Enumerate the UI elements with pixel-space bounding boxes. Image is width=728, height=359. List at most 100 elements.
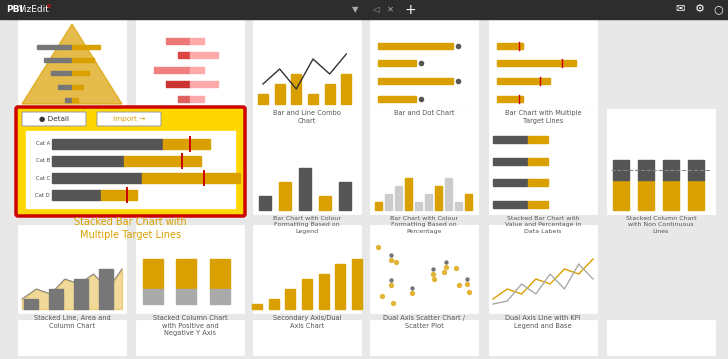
Text: Population Pyramid: Population Pyramid — [40, 110, 104, 116]
Bar — [415, 202, 422, 210]
Bar — [101, 191, 138, 200]
Bar — [395, 186, 402, 210]
Text: ✕: ✕ — [387, 5, 394, 14]
Point — [372, 244, 384, 250]
Bar — [166, 81, 190, 88]
Bar — [291, 74, 301, 104]
Bar — [493, 158, 528, 165]
Bar — [302, 279, 312, 309]
Text: Tornado chart: Tornado chart — [167, 110, 213, 116]
Bar — [489, 109, 597, 214]
Text: Cat D: Cat D — [36, 193, 50, 198]
Bar — [528, 180, 548, 186]
Point — [463, 289, 475, 295]
Bar — [136, 225, 244, 313]
Text: Dual Axis Scatter Chart /
Scatter Plot: Dual Axis Scatter Chart / Scatter Plot — [383, 315, 465, 329]
Bar — [435, 186, 442, 210]
Bar — [638, 160, 654, 180]
Text: Bar Chart with Multiple
Target Lines: Bar Chart with Multiple Target Lines — [505, 110, 582, 124]
Bar — [178, 96, 190, 102]
Bar — [52, 191, 101, 200]
Bar — [497, 78, 550, 84]
Bar — [72, 85, 83, 89]
Bar — [285, 289, 296, 309]
Bar — [72, 45, 100, 49]
Text: Secondary Axis/Dual
Axis Chart: Secondary Axis/Dual Axis Chart — [273, 315, 341, 329]
Bar — [339, 182, 351, 210]
Bar — [299, 168, 311, 210]
Bar — [253, 225, 361, 313]
Point — [462, 281, 473, 287]
Bar — [253, 20, 361, 108]
Text: ○: ○ — [713, 5, 723, 14]
Bar — [613, 160, 629, 180]
Bar — [74, 279, 88, 309]
Bar — [497, 43, 523, 49]
Bar — [425, 194, 432, 210]
Bar — [259, 196, 271, 210]
Point — [462, 276, 473, 282]
Bar — [370, 20, 478, 108]
Bar — [688, 180, 704, 210]
Text: Stacked Line, Area and
Column Chart: Stacked Line, Area and Column Chart — [33, 315, 111, 329]
Bar — [378, 43, 453, 49]
Bar — [52, 139, 163, 149]
Text: Cat A: Cat A — [36, 141, 50, 146]
Text: ✉: ✉ — [676, 5, 685, 14]
Bar — [493, 201, 528, 208]
Text: Bar Chart with Colour
Formatting Based on
Legend: Bar Chart with Colour Formatting Based o… — [273, 216, 341, 234]
Point — [376, 294, 387, 299]
Point — [406, 285, 418, 291]
Text: Import →: Import → — [113, 116, 145, 122]
Polygon shape — [22, 24, 122, 104]
Bar — [489, 225, 597, 313]
Bar — [258, 94, 268, 104]
Bar — [18, 320, 126, 355]
Bar — [143, 289, 163, 304]
Bar — [52, 156, 124, 165]
Bar — [0, 0, 728, 19]
Bar — [210, 259, 229, 289]
Text: B: B — [46, 4, 50, 9]
Bar — [497, 60, 576, 66]
Point — [387, 300, 399, 306]
Bar — [72, 98, 78, 102]
Bar — [18, 20, 126, 108]
Bar — [163, 139, 210, 149]
Text: Stacked Bar Chart with
Value and Percentage in
Data Labels: Stacked Bar Chart with Value and Percent… — [505, 216, 581, 234]
Bar — [378, 96, 416, 102]
Bar — [385, 194, 392, 210]
Bar — [493, 180, 528, 186]
Point — [454, 282, 465, 288]
Text: Bar and Dot Chart: Bar and Dot Chart — [394, 110, 454, 116]
Bar — [136, 320, 244, 355]
Text: Stacked Column Chart
with Positive and
Negative Y Axis: Stacked Column Chart with Positive and N… — [153, 315, 227, 336]
Text: Cat C: Cat C — [36, 176, 50, 181]
Bar — [190, 96, 204, 102]
Bar — [72, 71, 89, 75]
Bar — [528, 136, 548, 143]
Bar — [176, 289, 197, 304]
Bar — [49, 289, 63, 309]
Bar — [176, 259, 197, 289]
Bar — [178, 52, 190, 59]
Bar — [370, 109, 478, 214]
Bar — [24, 299, 38, 309]
Bar — [65, 98, 72, 102]
Point — [427, 271, 439, 277]
Point — [438, 270, 450, 275]
Bar — [190, 52, 218, 59]
Bar — [341, 74, 352, 104]
Bar — [663, 160, 679, 180]
Text: Stacked Bar Chart with
Multiple Target Lines: Stacked Bar Chart with Multiple Target L… — [74, 217, 187, 240]
Bar — [143, 259, 163, 289]
Text: VizEdit: VizEdit — [19, 5, 50, 14]
Bar — [613, 180, 629, 210]
Text: Stacked Column Chart
with Non Continuous
Lines: Stacked Column Chart with Non Continuous… — [625, 216, 696, 234]
Bar — [688, 160, 704, 180]
Text: Dual Axis Line with KPI
Legend and Base: Dual Axis Line with KPI Legend and Base — [505, 315, 581, 329]
Bar — [607, 109, 715, 214]
Text: PBI: PBI — [6, 5, 23, 14]
Text: ▼: ▼ — [352, 5, 358, 14]
Bar — [378, 60, 416, 66]
